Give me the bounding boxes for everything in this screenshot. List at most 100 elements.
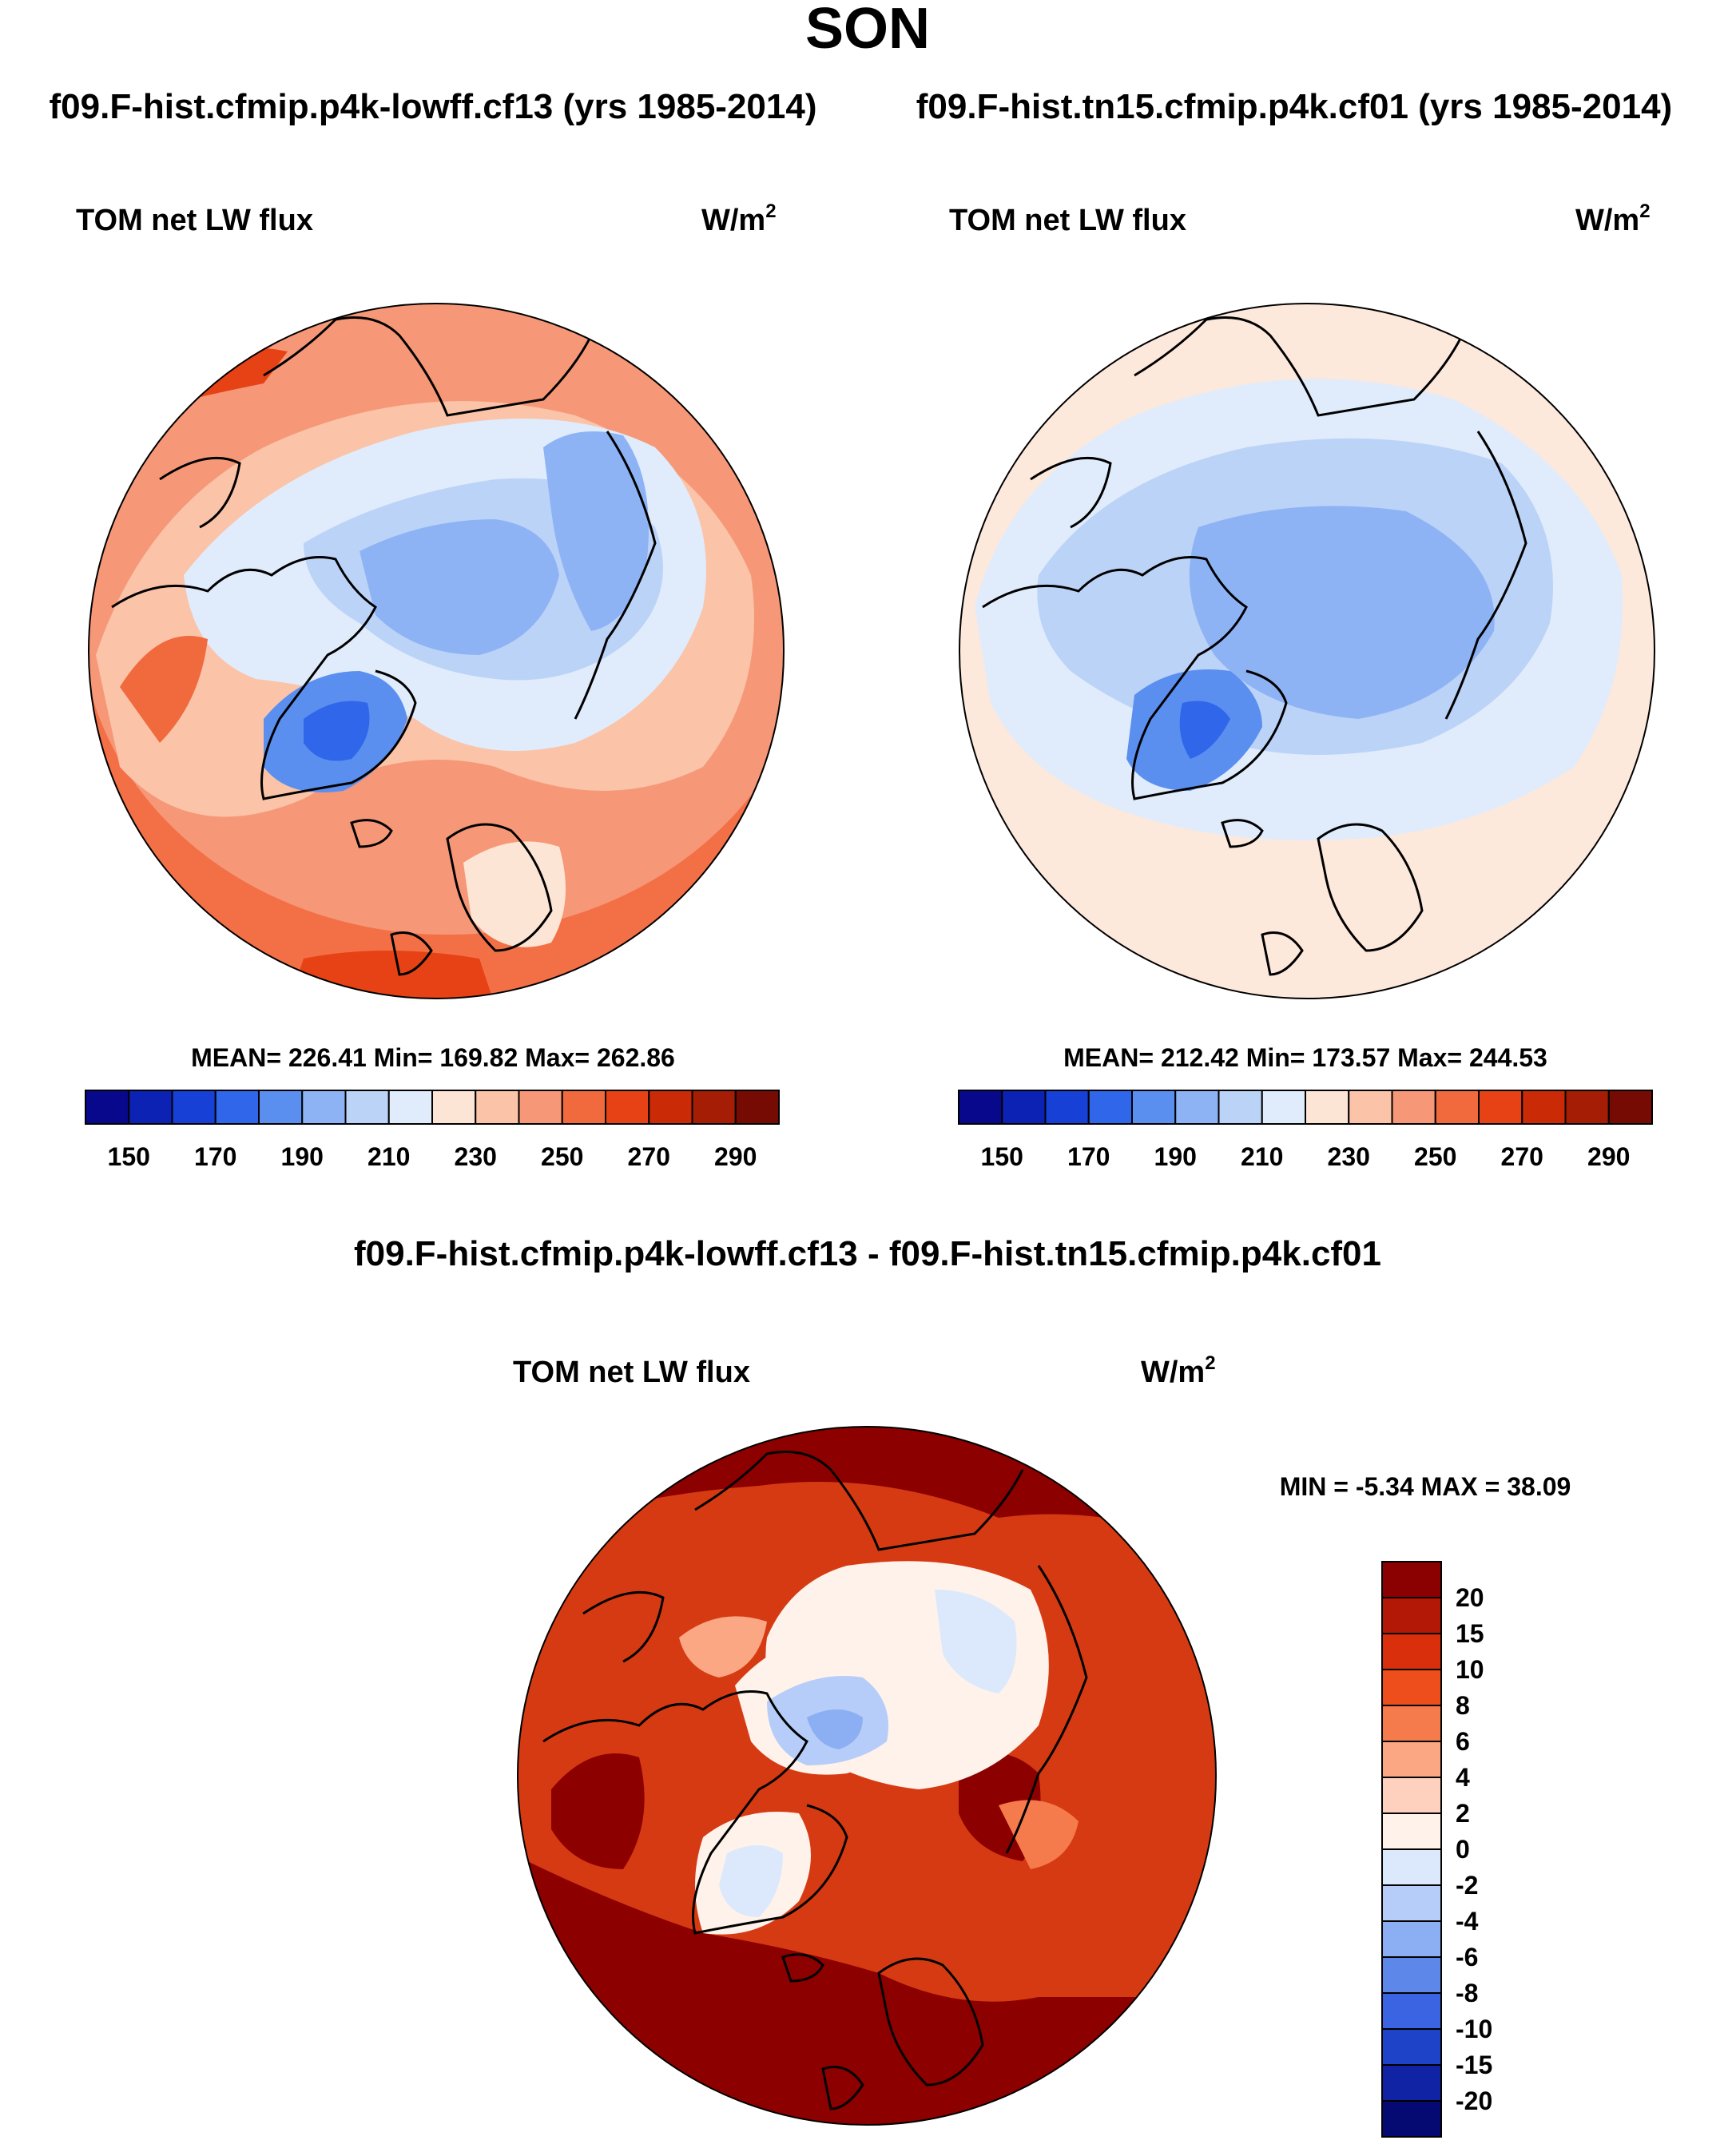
panel2-map-border — [959, 303, 1655, 999]
panel1-colorbar-swatch — [605, 1090, 650, 1125]
panel2-colorbar-swatch — [1044, 1090, 1090, 1125]
diff-colorbar-tick-label: 4 — [1456, 1763, 1470, 1792]
diff-colorbar-tick-label: 15 — [1456, 1619, 1484, 1648]
diff-colorbar-tick-label: 8 — [1456, 1691, 1470, 1720]
panel2-units-label: W/m2 — [1575, 201, 1651, 237]
panel1-colorbar-swatch — [171, 1090, 217, 1125]
panel1-colorbar-swatch — [475, 1090, 520, 1125]
panel2-colorbar-tick-label: 190 — [1154, 1142, 1197, 1171]
diff-contour-4 — [679, 1616, 767, 1678]
panel2-colorbar-tick-label: 170 — [1067, 1142, 1110, 1171]
panel2-colorbar-tick-label: 250 — [1414, 1142, 1456, 1171]
panel1-colorbar-swatch — [734, 1090, 780, 1125]
diff-contour-neg2 — [935, 1590, 1017, 1693]
panel2-map — [959, 303, 1655, 999]
panel1-variable-label: TOM net LW flux — [76, 204, 313, 237]
panel1-colorbar-swatch — [258, 1090, 304, 1125]
panel1-colorbar-tick-label: 230 — [455, 1142, 497, 1171]
panel2-colorbar-tick-label: 290 — [1587, 1142, 1630, 1171]
diff-colorbar-tick-label: 20 — [1456, 1583, 1484, 1612]
panel1-hudson-bay — [120, 636, 208, 743]
panel1-colorbar-tick-label: 210 — [367, 1142, 410, 1171]
diff-colorbar-swatch — [1381, 2100, 1442, 2138]
diff-colorbar-swatch — [1381, 1956, 1442, 1994]
diff-colorbar-swatch — [1381, 1669, 1442, 1706]
panel1-colorbar-swatch — [128, 1090, 173, 1125]
panel1-colorbar-tick-label: 190 — [281, 1142, 324, 1171]
panel1-colorbar-swatch — [387, 1090, 433, 1125]
diff-colorbar-swatch — [1381, 2064, 1442, 2102]
diff-colorbar-tick-label: -8 — [1456, 1979, 1478, 2007]
panel2-colorbar-swatch — [1478, 1090, 1523, 1125]
diff-coastlines — [542, 1451, 1088, 2110]
panel1-colorbar-swatch — [85, 1090, 130, 1125]
panel1-colorbar-swatch — [431, 1090, 477, 1125]
panel1-map-border — [88, 303, 785, 999]
panel2-colorbar-tick-label: 210 — [1241, 1142, 1283, 1171]
diff-units-label: W/m2 — [1141, 1352, 1216, 1389]
panel2-colorbar-tick-label: 270 — [1501, 1142, 1543, 1171]
panel2-colorbar-swatch — [1564, 1090, 1610, 1125]
diff-colorbar-swatch — [1381, 1561, 1442, 1598]
diff-greenland-neg2 — [719, 1845, 783, 1917]
panel1-scandinavia — [463, 841, 566, 947]
main-title: SON — [805, 0, 930, 61]
diff-colorbar-swatch — [1381, 2028, 1442, 2066]
panel1-contour-190 — [360, 519, 559, 655]
diff-variable-label: TOM net LW flux — [513, 1356, 750, 1389]
panel2-colorbar: 150 170 190 210 230 250 270 290 — [958, 1090, 1653, 1171]
diff-colorbar-tick-label: 0 — [1456, 1835, 1470, 1864]
diff-map-border — [517, 1426, 1217, 2126]
diff-minmax: MIN = -5.34 MAX = 38.09 — [1280, 1472, 1571, 1501]
diff-title: f09.F-hist.cfmip.p4k-lowff.cf13 - f09.F-… — [354, 1234, 1381, 1273]
diff-colorbar-tick-label: -2 — [1456, 1871, 1478, 1900]
diff-colorbar-tick-label: -15 — [1456, 2051, 1492, 2079]
diff-colorbar-tick-label: -6 — [1456, 1943, 1478, 1971]
panel2-contour-190 — [1189, 506, 1495, 719]
panel2-colorbar-swatch — [1521, 1090, 1567, 1125]
panel2-colorbar-swatch — [1087, 1090, 1133, 1125]
panel2-colorbar-swatch — [1434, 1090, 1480, 1125]
panel2-colorbar-swatch — [1131, 1090, 1177, 1125]
panel1-colorbar-swatch — [518, 1090, 563, 1125]
panel1-case-title: f09.F-hist.cfmip.p4k-lowff.cf13 (yrs 198… — [50, 87, 817, 126]
panel1-coastlines — [111, 316, 657, 976]
panel2-coastlines — [982, 316, 1527, 976]
panel2-case-title: f09.F-hist.tn15.cfmip.p4k.cf01 (yrs 1985… — [916, 87, 1672, 126]
panel2-colorbar-swatch — [958, 1090, 1003, 1125]
diff-colorbar-swatch — [1381, 1920, 1442, 1958]
panel1-colorbar-swatch — [344, 1090, 390, 1125]
panel1-colorbar-tick-label: 170 — [194, 1142, 236, 1171]
panel2-colorbar-swatch — [1261, 1090, 1306, 1125]
panel1-colorbar-tick-label: 270 — [628, 1142, 670, 1171]
panel2-greenland-170 — [1179, 701, 1230, 759]
diff-colorbar-swatch — [1381, 1813, 1442, 1850]
diff-contour-6 — [999, 1800, 1079, 1869]
panel2-colorbar-swatch — [1348, 1090, 1393, 1125]
diff-colorbar-swatch — [1381, 1848, 1442, 1886]
panel1-contour-190b — [543, 431, 649, 631]
diff-colorbar-tick-label: -4 — [1456, 1907, 1479, 1936]
panel1-colorbar-tick-label: 250 — [541, 1142, 583, 1171]
panel1-colorbar-tick-label: 150 — [108, 1142, 150, 1171]
panel2-colorbar-tick-label: 230 — [1328, 1142, 1370, 1171]
diff-colorbar-swatch — [1381, 1705, 1442, 1742]
diff-colorbar-tick-label: -20 — [1456, 2087, 1492, 2115]
diff-colorbar-swatch — [1381, 1741, 1442, 1778]
panel2-colorbar-swatch — [1218, 1090, 1263, 1125]
diff-colorbar-swatch — [1381, 1597, 1442, 1634]
panel2-colorbar-swatch — [1391, 1090, 1436, 1125]
panel2-stats: MEAN= 212.42 Min= 173.57 Max= 244.53 — [1063, 1043, 1547, 1072]
diff-map — [517, 1426, 1217, 2126]
panel1-colorbar: 150 170 190 210 230 250 270 290 — [85, 1090, 780, 1171]
diff-hudson-dark — [551, 1753, 645, 1869]
panel1-stats: MEAN= 226.41 Min= 169.82 Max= 262.86 — [191, 1043, 675, 1072]
panel1-units-label: W/m2 — [701, 201, 777, 237]
panel1-colorbar-swatch — [648, 1090, 693, 1125]
diff-colorbar-swatch — [1381, 1777, 1442, 1814]
panel1-colorbar-swatch — [214, 1090, 260, 1125]
diff-south-dark — [518, 1853, 1216, 2125]
panel2-colorbar-swatch — [1305, 1090, 1350, 1125]
